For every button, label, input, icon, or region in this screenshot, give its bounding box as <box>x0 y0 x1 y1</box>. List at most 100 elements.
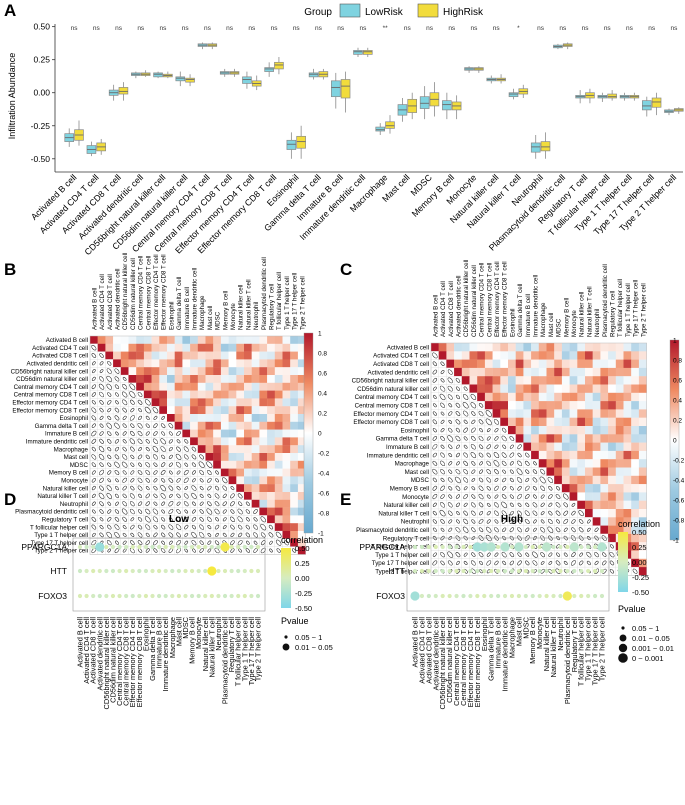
heatmap-c-lower-cell <box>477 500 486 510</box>
heatmap-c-glyph <box>439 385 446 392</box>
dot-e-point <box>551 568 556 574</box>
heatmap-c-cell <box>638 567 647 576</box>
heatmap-b-cell <box>228 351 237 360</box>
dot-d-corr-title: correlation <box>281 535 323 545</box>
heatmap-b-row-label: Neutrophil <box>60 501 88 508</box>
heatmap-b-glyph <box>91 392 96 397</box>
box-high-rect <box>296 135 306 149</box>
heatmap-b-glyph <box>107 431 112 436</box>
dot-e-point <box>502 593 508 599</box>
heatmap-b-cell <box>290 460 299 469</box>
heatmap-b-glyph <box>253 532 258 538</box>
heatmap-b-lower-cell <box>220 507 229 516</box>
heatmap-b-cell <box>220 359 229 368</box>
heatmap-b-lower-cell <box>136 499 145 508</box>
heatmap-c-glyph <box>432 527 437 532</box>
heatmap-c-lower-cell <box>453 400 462 410</box>
box-high <box>340 71 351 113</box>
heatmap-b-cell <box>267 336 275 344</box>
heatmap-b-lower-cell <box>228 499 237 508</box>
heatmap-c-glyph <box>578 527 584 533</box>
dot-e-point <box>592 568 598 574</box>
heatmap-c-glyph <box>432 460 438 466</box>
heatmap-b-cell <box>197 429 206 438</box>
heatmap-c-glyph <box>432 519 437 524</box>
heatmap-c-col-label: Activated CD4 T cell <box>440 281 447 337</box>
heatmap-b-glyph <box>207 493 212 498</box>
heatmap-c-lower-cell <box>477 450 486 460</box>
dot-e-xtick-label: Activated CD8 T cell <box>424 617 433 684</box>
heatmap-b-cell <box>297 468 306 477</box>
heatmap-c-lower-cell <box>492 483 501 493</box>
heatmap-b-col-label: Gamma delta T cell <box>176 277 183 330</box>
heatmap-b-glyph <box>107 517 112 522</box>
heatmap-b-cell <box>267 492 275 500</box>
heatmap-c-glyph <box>433 395 437 399</box>
heatmap-b-cell <box>136 336 145 344</box>
heatmap-c-cell <box>577 409 586 418</box>
heatmap-b-glyph <box>115 493 119 499</box>
heatmap-b-glyph <box>137 454 143 460</box>
dot-e-xtick-label: Plasmacytoid dendritic cell <box>563 617 572 704</box>
heatmap-c-lower-cell <box>446 508 455 518</box>
heatmap-b-lower-cell <box>136 437 145 446</box>
heatmap-b-lower-cell <box>182 452 191 461</box>
heatmap-c-cell <box>477 351 486 360</box>
heatmap-b-cell <box>182 398 191 407</box>
heatmap-c-glyph <box>548 552 553 557</box>
heatmap-b-glyph <box>183 493 189 499</box>
heatmap-c-cell <box>477 343 486 352</box>
heatmap-c-cell <box>585 426 593 435</box>
heatmap-c-row-label: Activated dendritic cell <box>367 369 429 376</box>
heatmap-b-cell <box>213 351 222 360</box>
heatmap-c-cell <box>638 492 647 501</box>
dot-d-frame <box>72 537 266 612</box>
heatmap-b-cell <box>220 421 229 430</box>
box-high <box>673 107 684 114</box>
dot-e-p-title: Pvalue <box>618 604 646 614</box>
heatmap-c-cell <box>438 351 447 360</box>
heatmap-c-glyph <box>632 568 638 574</box>
heatmap-b-glyph <box>161 532 166 538</box>
heatmap-b-glyph <box>91 462 96 467</box>
heatmap-b-glyph <box>207 525 212 530</box>
heatmap-b-glyph <box>160 446 166 452</box>
heatmap-b-glyph <box>245 501 250 506</box>
heatmap-b-cell <box>251 429 260 438</box>
heatmap-c-cell <box>585 351 593 360</box>
heatmap-c-glyph <box>455 386 460 391</box>
box-low-rect <box>353 50 363 55</box>
heatmap-c-cell <box>608 509 616 518</box>
heatmap-c-cell <box>600 484 609 493</box>
heatmap-c-lower-cell <box>515 558 524 568</box>
heatmap-b-lower-cell <box>174 499 183 508</box>
heatmap-b-glyph <box>168 532 174 538</box>
heatmap-c-lower-cell <box>500 475 509 485</box>
heatmap-c-lower-cell <box>430 409 439 418</box>
dot-e-corr-title: correlation <box>618 519 660 529</box>
heatmap-b-glyph <box>269 540 273 545</box>
heatmap-c-cell <box>608 475 616 485</box>
heatmap-c-glyph <box>555 510 561 516</box>
heatmap-c-cell <box>500 359 509 369</box>
heatmap-b-cell <box>205 351 214 360</box>
dot-d-xtick-label: Natural killer cell <box>201 617 210 672</box>
heatmap-c-glyph <box>432 378 437 383</box>
heatmap-c-lower-cell <box>484 508 493 518</box>
heatmap-b-cell <box>282 484 291 493</box>
heatmap-c-glyph <box>587 519 591 524</box>
heatmap-c-cell <box>554 409 563 418</box>
heatmap-b-cell <box>282 343 291 352</box>
heatmap-c-lower-cell <box>446 475 455 485</box>
heatmap-c-glyph <box>432 452 437 458</box>
heatmap-c-cell <box>569 384 578 393</box>
heatmap-b-glyph <box>230 486 235 491</box>
heatmap-c-cell <box>585 467 593 476</box>
dot-d-point <box>143 568 149 574</box>
heatmap-c-col-label: Monocyte <box>571 310 578 337</box>
heatmap-c-glyph <box>493 419 500 425</box>
heatmap-c-glyph <box>594 552 599 558</box>
dot-d-title: Low <box>169 514 189 525</box>
heatmap-b-lower-cell <box>151 429 160 438</box>
heatmap-b-glyph <box>215 485 220 491</box>
